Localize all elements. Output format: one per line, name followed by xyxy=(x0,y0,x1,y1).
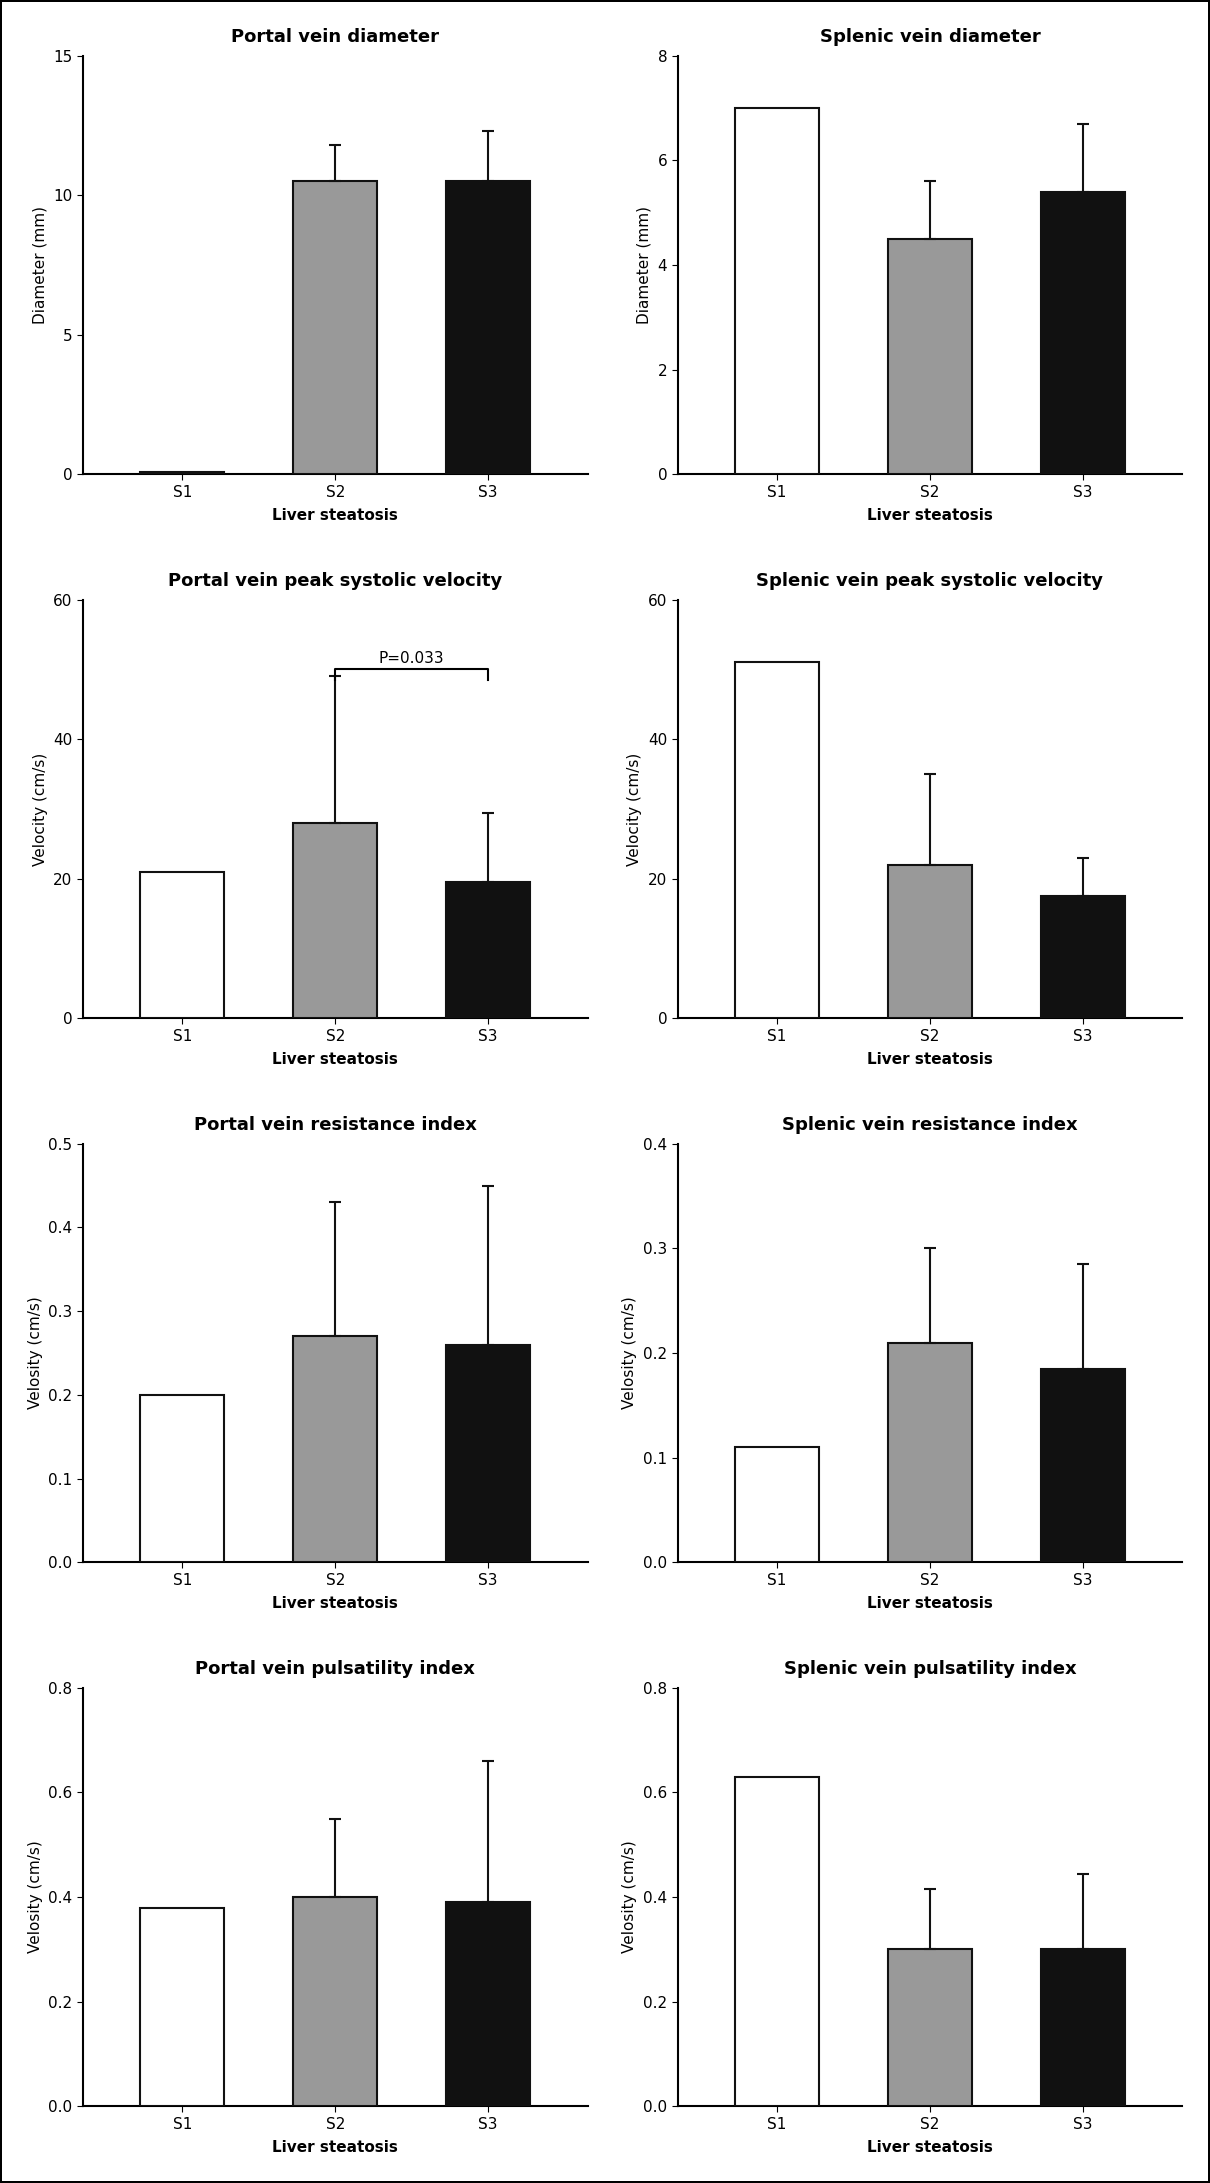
Bar xyxy=(140,1395,224,1563)
Bar xyxy=(734,107,819,474)
Y-axis label: Diameter (mm): Diameter (mm) xyxy=(636,205,652,323)
Bar xyxy=(1041,192,1125,474)
Title: Portal vein peak systolic velocity: Portal vein peak systolic velocity xyxy=(168,572,502,589)
Bar xyxy=(888,1949,972,2107)
Bar xyxy=(1041,1369,1125,1563)
Bar xyxy=(293,1336,378,1563)
Bar xyxy=(888,864,972,1019)
Bar xyxy=(734,1447,819,1563)
X-axis label: Liver steatosis: Liver steatosis xyxy=(868,2139,993,2155)
Y-axis label: Velocity (cm/s): Velocity (cm/s) xyxy=(33,753,47,867)
Bar xyxy=(888,1343,972,1563)
X-axis label: Liver steatosis: Liver steatosis xyxy=(272,2139,398,2155)
Bar xyxy=(446,1901,530,2107)
Y-axis label: Velosity (cm/s): Velosity (cm/s) xyxy=(622,1840,638,1954)
X-axis label: Liver steatosis: Liver steatosis xyxy=(272,1596,398,1611)
X-axis label: Liver steatosis: Liver steatosis xyxy=(272,1052,398,1067)
Bar xyxy=(446,882,530,1019)
X-axis label: Liver steatosis: Liver steatosis xyxy=(868,509,993,524)
Bar xyxy=(293,181,378,474)
Title: Splenic vein diameter: Splenic vein diameter xyxy=(819,28,1041,46)
Bar xyxy=(1041,1949,1125,2107)
Title: Splenic vein resistance index: Splenic vein resistance index xyxy=(782,1116,1078,1133)
Y-axis label: Velosity (cm/s): Velosity (cm/s) xyxy=(28,1840,42,1954)
Y-axis label: Velosity (cm/s): Velosity (cm/s) xyxy=(622,1297,638,1410)
Title: Portal vein pulsatility index: Portal vein pulsatility index xyxy=(195,1659,476,1679)
Bar xyxy=(140,1908,224,2107)
X-axis label: Liver steatosis: Liver steatosis xyxy=(868,1052,993,1067)
Title: Portal vein diameter: Portal vein diameter xyxy=(231,28,439,46)
X-axis label: Liver steatosis: Liver steatosis xyxy=(272,509,398,524)
Bar xyxy=(446,1345,530,1563)
Title: Splenic vein peak systolic velocity: Splenic vein peak systolic velocity xyxy=(756,572,1104,589)
Y-axis label: Diameter (mm): Diameter (mm) xyxy=(33,205,47,323)
Bar xyxy=(1041,897,1125,1019)
Bar xyxy=(734,1777,819,2107)
Bar xyxy=(293,1897,378,2107)
Title: Portal vein resistance index: Portal vein resistance index xyxy=(194,1116,477,1133)
Y-axis label: Velosity (cm/s): Velosity (cm/s) xyxy=(28,1297,42,1410)
Bar xyxy=(140,871,224,1019)
Bar xyxy=(140,472,224,474)
Bar xyxy=(446,181,530,474)
Bar xyxy=(293,823,378,1019)
X-axis label: Liver steatosis: Liver steatosis xyxy=(868,1596,993,1611)
Y-axis label: Velocity (cm/s): Velocity (cm/s) xyxy=(627,753,643,867)
Text: P=0.033: P=0.033 xyxy=(379,651,444,666)
Bar xyxy=(734,661,819,1019)
Bar xyxy=(888,238,972,474)
Title: Splenic vein pulsatility index: Splenic vein pulsatility index xyxy=(784,1659,1076,1679)
